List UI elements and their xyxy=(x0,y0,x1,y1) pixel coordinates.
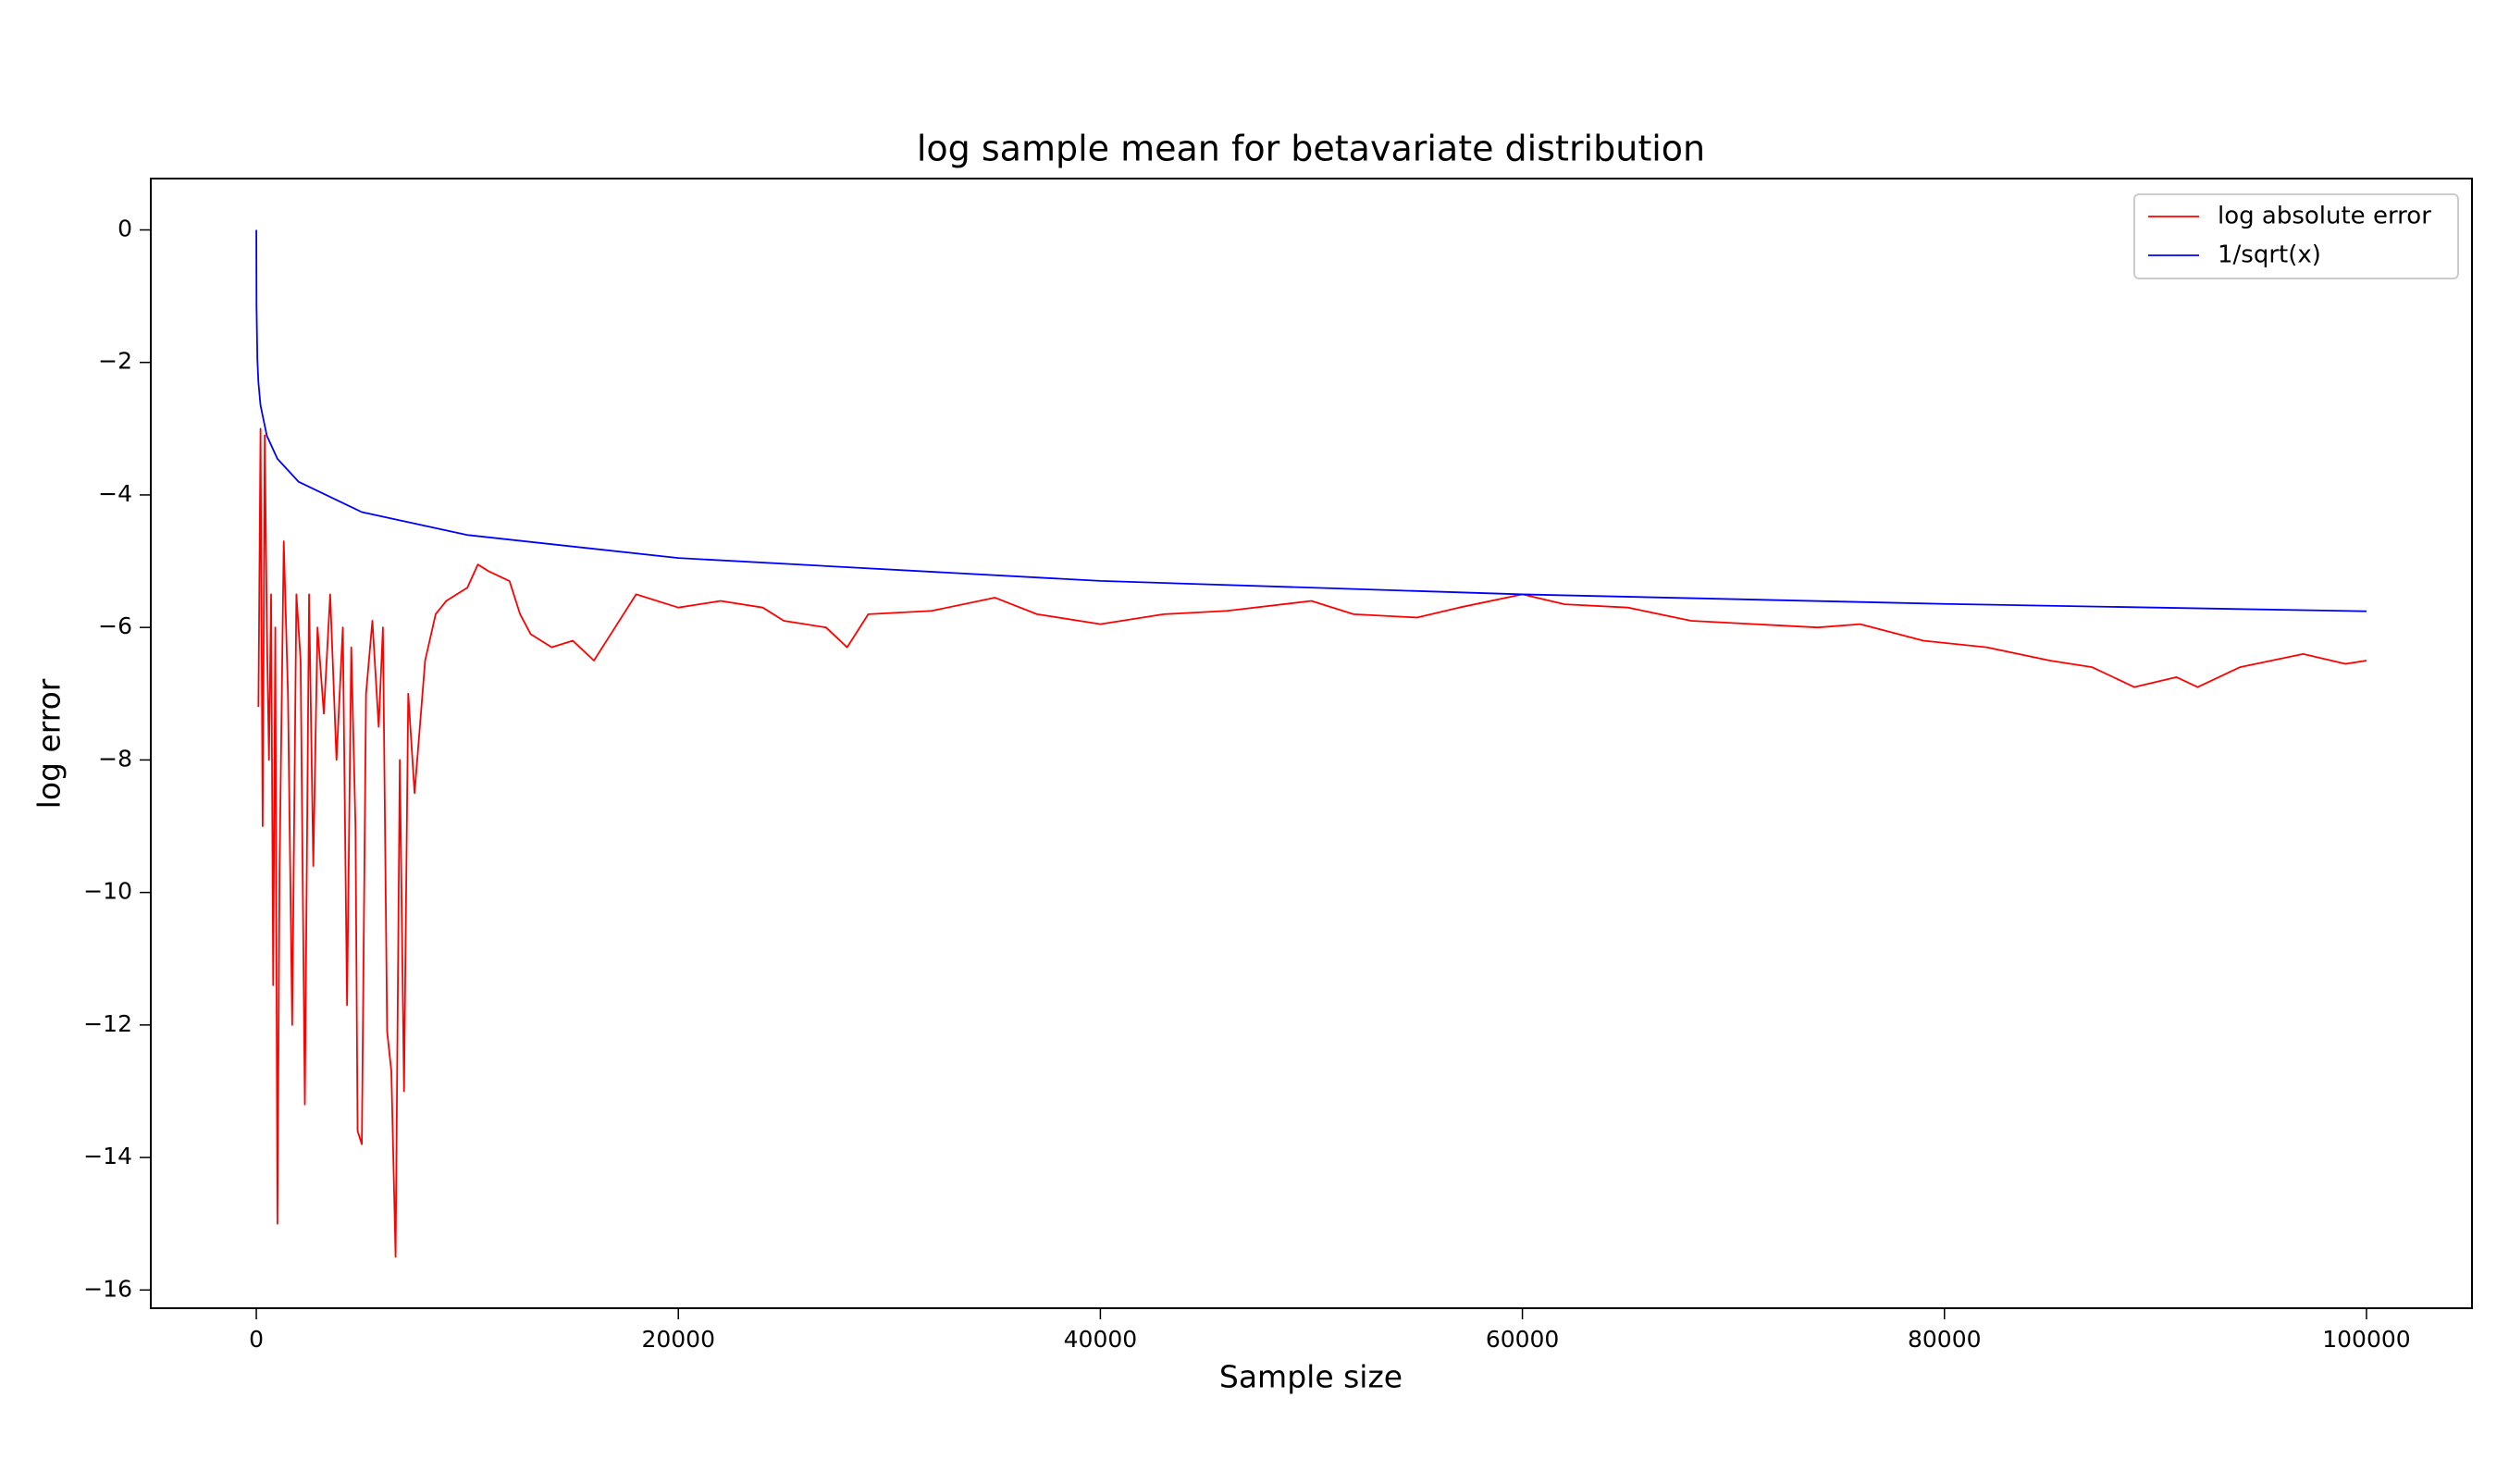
legend-label: 1/sqrt(x) xyxy=(2218,241,2321,269)
y-tick-label: −4 xyxy=(98,480,132,507)
legend-box xyxy=(2133,193,2459,279)
legend-label: log absolute error xyxy=(2218,203,2431,230)
data-line xyxy=(255,229,2367,612)
x-tick-label: 20000 xyxy=(641,1326,715,1353)
x-tick-label: 40000 xyxy=(1064,1326,1138,1353)
data-line xyxy=(257,427,2367,1258)
y-tick-label: −12 xyxy=(83,1010,132,1037)
x-tick-label: 80000 xyxy=(1908,1326,1982,1353)
chart-title: log sample mean for betavariate distribu… xyxy=(917,129,1705,169)
x-tick-label: 0 xyxy=(249,1326,264,1353)
y-tick-label: −8 xyxy=(98,745,132,772)
y-tick-label: −10 xyxy=(83,878,132,905)
y-tick-label: 0 xyxy=(117,216,132,242)
y-tick-label: −2 xyxy=(98,348,132,375)
plot-frame xyxy=(150,178,2473,1309)
x-tick-label: 60000 xyxy=(1486,1326,1560,1353)
x-axis-label: Sample size xyxy=(1219,1359,1403,1395)
legend: log absolute error 1/sqrt(x) xyxy=(2133,193,2459,279)
y-tick-label: −14 xyxy=(83,1143,132,1169)
y-tick-label: −16 xyxy=(83,1275,132,1302)
y-tick-label: −6 xyxy=(98,612,132,639)
x-tick-label: 100000 xyxy=(2322,1326,2410,1353)
y-axis-label: log error xyxy=(31,678,68,809)
